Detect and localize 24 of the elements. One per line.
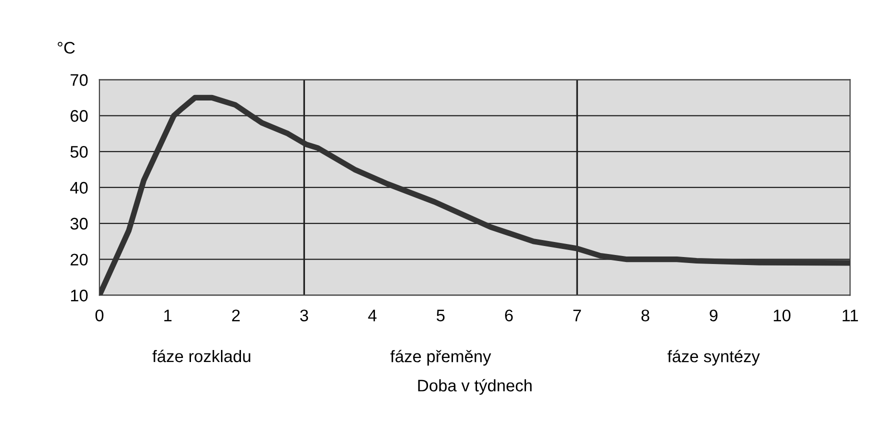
x-tick-label: 7: [573, 310, 581, 322]
y-tick-label: 60: [70, 110, 88, 122]
y-tick-label: 10: [71, 290, 88, 302]
y-tick-label: 50: [70, 146, 88, 158]
x-tick-label: 0: [95, 310, 104, 322]
x-axis-title: Doba v týdnech: [418, 379, 532, 395]
y-tick-label: 40: [70, 182, 88, 194]
x-tick-label: 8: [641, 310, 650, 322]
x-tick-label: 9: [710, 310, 718, 322]
text: fáze rozkladu: [152, 350, 250, 362]
y-axis-title: °C: [58, 42, 75, 54]
text: fáze přeměny: [390, 350, 492, 366]
x-tick-label: 6: [505, 310, 513, 322]
y-tick-label: 70: [70, 74, 88, 86]
y-tick-label: 30: [70, 218, 88, 230]
text: fáze syntézy: [668, 350, 760, 366]
x-tick-label: 1: [164, 310, 172, 322]
x-tick-label: 5: [436, 310, 445, 322]
x-tick-label: 4: [368, 310, 377, 322]
x-tick-label: 11: [842, 310, 858, 322]
x-tick-label: 10: [774, 310, 790, 322]
x-tick-label: 3: [300, 310, 308, 322]
x-tick-label: 2: [232, 310, 240, 322]
y-tick-label: 20: [70, 254, 88, 266]
